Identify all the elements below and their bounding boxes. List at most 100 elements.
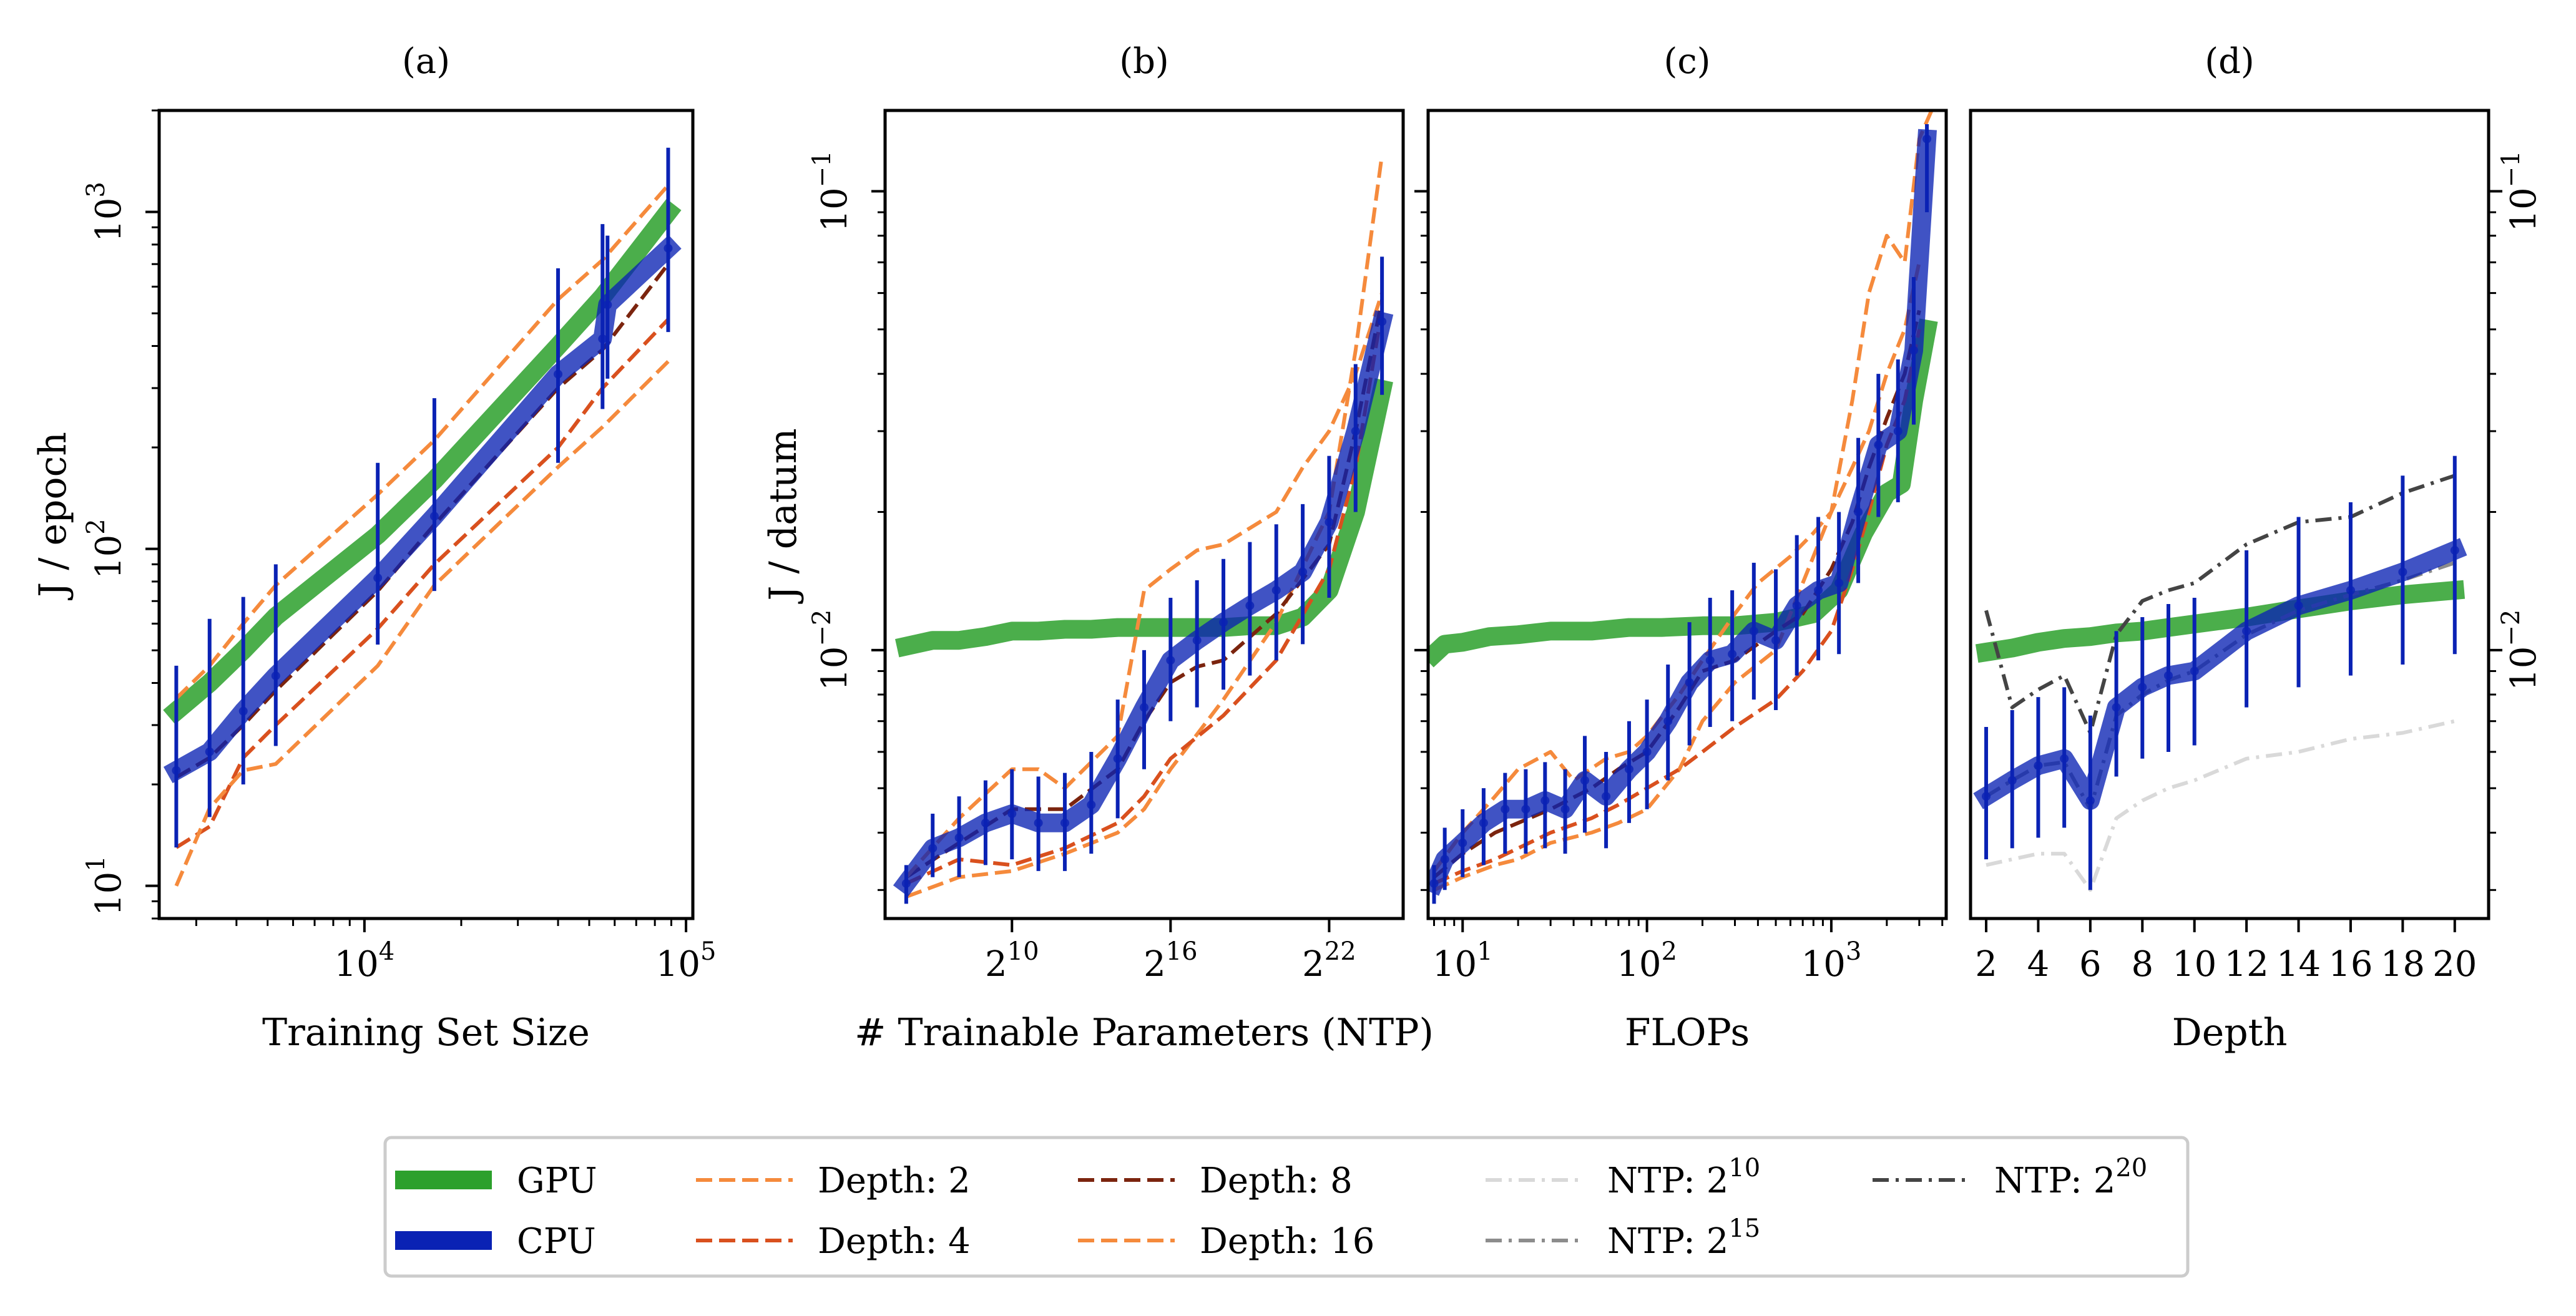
series-line xyxy=(163,198,682,724)
series-gpu xyxy=(1428,318,1938,668)
x-tick-label: 10 xyxy=(2172,944,2216,985)
data-point xyxy=(1034,818,1043,827)
x-tick-label: 102 xyxy=(1617,937,1677,985)
data-point xyxy=(1893,426,1903,436)
series-cpu xyxy=(893,256,1394,904)
data-point xyxy=(598,334,607,344)
data-point xyxy=(1245,601,1255,610)
panel-3: (c) FLOPs 101 102 103 xyxy=(1414,41,1948,1055)
legend-item: Depth: 16 xyxy=(1078,1221,1374,1262)
y-ticks xyxy=(1414,190,1428,891)
data-point xyxy=(1909,346,1918,355)
data-point xyxy=(1271,585,1281,595)
data-point xyxy=(1792,601,1801,610)
y-tick-label: 10−2 xyxy=(808,610,855,691)
legend-item: Depth: 4 xyxy=(696,1221,971,1262)
legend-item: CPU xyxy=(395,1221,596,1262)
panel-title: (b) xyxy=(1119,41,1169,82)
series-line xyxy=(905,154,1384,899)
x-ticks: 210 216 222 xyxy=(985,919,1356,985)
series-depth-16 xyxy=(174,360,670,887)
legend-item: Depth: 2 xyxy=(696,1161,971,1201)
x-tick-label: 14 xyxy=(2276,944,2321,985)
data-point xyxy=(1540,796,1550,805)
data-point xyxy=(429,512,439,521)
data-point xyxy=(1580,776,1589,785)
x-tick-label: 101 xyxy=(1432,937,1493,985)
data-point xyxy=(664,243,673,253)
legend-frame xyxy=(383,1136,2190,1278)
data-point xyxy=(1429,879,1439,888)
data-point xyxy=(1771,636,1781,645)
data-point xyxy=(1325,517,1334,527)
series-gpu xyxy=(163,198,682,724)
legend-label: Depth: 4 xyxy=(818,1221,971,1262)
y-tick-label: 101 xyxy=(82,855,129,916)
data-point xyxy=(1378,317,1387,326)
data-point xyxy=(172,766,181,775)
data-point xyxy=(954,833,964,842)
legend: GPU CPU Depth: 2 Depth: 4 Depth: 8 Depth: 16 N… xyxy=(383,1136,2190,1278)
plot-area xyxy=(893,154,1394,904)
data-point xyxy=(2060,754,2069,763)
x-ticks: 104 105 xyxy=(195,919,716,985)
data-point xyxy=(1521,804,1530,814)
data-point xyxy=(2346,585,2355,595)
series-line xyxy=(1973,538,2467,810)
series-line xyxy=(1428,318,1938,668)
axes-frame xyxy=(1426,109,1948,920)
series-depth-4 xyxy=(1433,329,1921,885)
legend-label: NTP: 220 xyxy=(1994,1154,2147,1201)
data-point xyxy=(1140,703,1148,712)
y-tick-label: 10−1 xyxy=(2497,150,2544,232)
data-point xyxy=(2112,703,2121,712)
data-point xyxy=(1113,754,1122,763)
series-ntp-2- xyxy=(1986,719,2456,892)
legend-label: Depth: 16 xyxy=(1200,1221,1374,1262)
data-point xyxy=(1166,656,1175,665)
legend-item: NTP: 210 xyxy=(1486,1154,1760,1201)
data-point xyxy=(1663,716,1673,726)
data-point xyxy=(1749,626,1758,636)
data-point xyxy=(1685,678,1694,687)
series-line xyxy=(175,183,670,700)
legend-label: Depth: 2 xyxy=(818,1161,971,1201)
series-depth-2 xyxy=(905,154,1384,899)
data-point xyxy=(603,300,612,310)
axes-frame xyxy=(883,109,1405,920)
data-point xyxy=(2242,626,2251,636)
data-point xyxy=(2163,671,2173,680)
legend-label: Depth: 8 xyxy=(1200,1161,1353,1201)
x-tick-label: 2 xyxy=(1975,944,1997,985)
data-point xyxy=(1922,134,1932,144)
data-point xyxy=(1624,764,1633,774)
y-ticks: 10−2 10−1 xyxy=(2489,150,2544,891)
legend-item: NTP: 215 xyxy=(1486,1214,1760,1262)
data-point xyxy=(901,879,911,888)
legend-label: NTP: 210 xyxy=(1607,1154,1760,1201)
data-point xyxy=(205,747,214,756)
axes-frame xyxy=(157,109,695,920)
series-gpu xyxy=(895,378,1393,658)
series-line xyxy=(905,310,1384,885)
x-tick-label: 6 xyxy=(2079,944,2102,985)
x-tick-label: 210 xyxy=(985,937,1039,985)
series-line xyxy=(1432,261,1921,872)
legend-item: GPU xyxy=(395,1161,597,1201)
series-cpu xyxy=(163,147,682,848)
series-depth-2 xyxy=(1433,110,1934,892)
panel-title: (d) xyxy=(2205,41,2255,82)
x-axis-label: FLOPs xyxy=(1625,1011,1750,1055)
y-tick-label: 10−2 xyxy=(2497,610,2544,691)
data-point xyxy=(1192,636,1202,645)
data-point xyxy=(2034,761,2043,770)
data-point xyxy=(2294,601,2303,610)
series-cpu xyxy=(1973,456,2467,890)
series-line xyxy=(905,299,1384,879)
y-tick-label: 103 xyxy=(82,182,129,242)
data-point xyxy=(1728,650,1737,659)
series-depth-8 xyxy=(905,299,1384,879)
data-point xyxy=(1351,426,1360,436)
